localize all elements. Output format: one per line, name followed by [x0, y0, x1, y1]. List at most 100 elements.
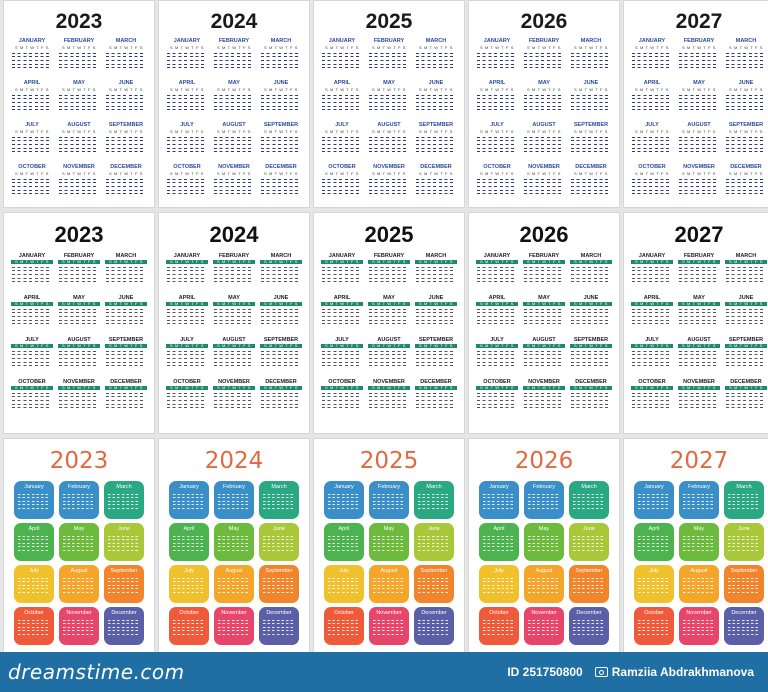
day-row	[477, 403, 517, 405]
month-block: AUGUST S M T W T F S	[58, 122, 100, 164]
month-block: MAY S M T W T F S	[213, 295, 255, 337]
day-row	[322, 105, 362, 107]
day-row	[214, 136, 254, 138]
watermark-footer: dreamstime.com ID 251750800 Ramziia Abdra…	[0, 652, 768, 692]
day-row	[679, 396, 719, 398]
day-row	[679, 189, 719, 191]
day-row	[726, 270, 766, 272]
month-name: February	[222, 484, 245, 490]
day-row	[263, 546, 295, 548]
day-row	[679, 140, 719, 142]
day-row	[18, 546, 50, 548]
day-row	[218, 535, 250, 537]
month-block: JUNE S M T W T F S	[570, 295, 612, 337]
day-row	[477, 140, 517, 142]
day-row	[726, 136, 766, 138]
day-row	[369, 193, 409, 195]
weekday-header: S M T W T F S	[264, 129, 298, 134]
month-name: NOVEMBER	[63, 379, 95, 385]
day-rows	[679, 350, 719, 367]
day-row	[571, 94, 611, 96]
day-row	[218, 539, 250, 541]
day-row	[477, 101, 517, 104]
day-row	[218, 619, 250, 621]
month-tile: March	[724, 481, 764, 519]
day-row	[167, 407, 207, 409]
day-row	[261, 147, 301, 149]
day-rows	[726, 392, 766, 409]
month-block: APRIL S M T W T F S	[11, 80, 53, 122]
month-name: SEPTEMBER	[263, 122, 299, 128]
month-tile: August	[59, 565, 99, 603]
weekday-header: S M T W T F S	[62, 87, 96, 92]
months-grid: JANUARY S M T W T F S FEBRUARY S M T W T F …	[624, 253, 768, 421]
day-row	[369, 407, 409, 409]
day-row	[214, 323, 254, 325]
day-row	[261, 365, 301, 367]
day-rows	[214, 94, 254, 111]
day-row	[322, 178, 362, 180]
day-row	[524, 140, 564, 142]
day-row	[683, 619, 715, 621]
day-row	[59, 140, 99, 142]
day-row	[638, 619, 670, 621]
day-row	[108, 588, 140, 590]
day-row	[328, 626, 360, 628]
weekday-header: S M T W T F S	[321, 260, 363, 264]
day-rows	[728, 535, 760, 551]
day-row	[167, 63, 207, 65]
day-row	[322, 63, 362, 65]
month-block: FEBRUARY S M T W T F S	[213, 253, 255, 295]
month-name: SEPTEMBER	[418, 337, 454, 343]
month-tile: August	[369, 565, 409, 603]
day-row	[679, 273, 719, 276]
day-row	[683, 546, 715, 548]
weekday-header: S M T W T F S	[260, 386, 302, 390]
month-name: SEPTEMBER	[263, 337, 299, 343]
month-name: May	[383, 526, 395, 532]
day-rows	[263, 577, 295, 593]
month-block: JULY S M T W T F S	[631, 122, 673, 164]
day-row	[632, 59, 672, 62]
weekday-header: S M T W T F S	[217, 45, 251, 50]
month-name: March	[736, 484, 752, 490]
weekday-header: S M T W T F S	[11, 386, 53, 390]
month-name: FEBRUARY	[528, 253, 560, 259]
day-row	[679, 193, 719, 195]
day-row	[59, 312, 99, 314]
day-row	[683, 493, 715, 495]
weekday-header: S M T W T F S	[58, 302, 100, 306]
month-block: AUGUST S M T W T F S	[368, 122, 410, 164]
day-row	[12, 350, 52, 352]
month-name: DECEMBER	[575, 379, 607, 385]
month-name: DECEMBER	[110, 379, 142, 385]
weekday-header: S M T W T F S	[476, 344, 518, 348]
day-row	[477, 189, 517, 191]
year-title: 2025	[364, 222, 414, 247]
day-row	[632, 396, 672, 398]
month-name: DECEMBER	[265, 164, 297, 170]
day-row	[683, 630, 715, 632]
day-row	[679, 178, 719, 180]
month-block: FEBRUARY S M T W T F S	[368, 38, 410, 80]
day-rows	[261, 52, 301, 69]
day-row	[322, 266, 362, 268]
day-row	[322, 143, 362, 146]
day-row	[679, 105, 719, 107]
day-row	[369, 105, 409, 107]
month-tile: March	[104, 481, 144, 519]
month-tile: January	[634, 481, 674, 519]
day-row	[524, 178, 564, 180]
day-rows	[369, 178, 409, 195]
day-row	[373, 500, 405, 502]
month-block: APRIL S M T W T F S	[476, 80, 518, 122]
day-row	[173, 507, 205, 509]
weekday-header: S M T W T F S	[631, 386, 673, 390]
day-row	[173, 633, 205, 635]
day-row	[261, 185, 301, 188]
day-row	[173, 539, 205, 541]
day-rows	[638, 619, 670, 635]
month-name: APRIL	[178, 80, 196, 86]
day-rows	[477, 178, 517, 195]
day-row	[218, 623, 250, 625]
